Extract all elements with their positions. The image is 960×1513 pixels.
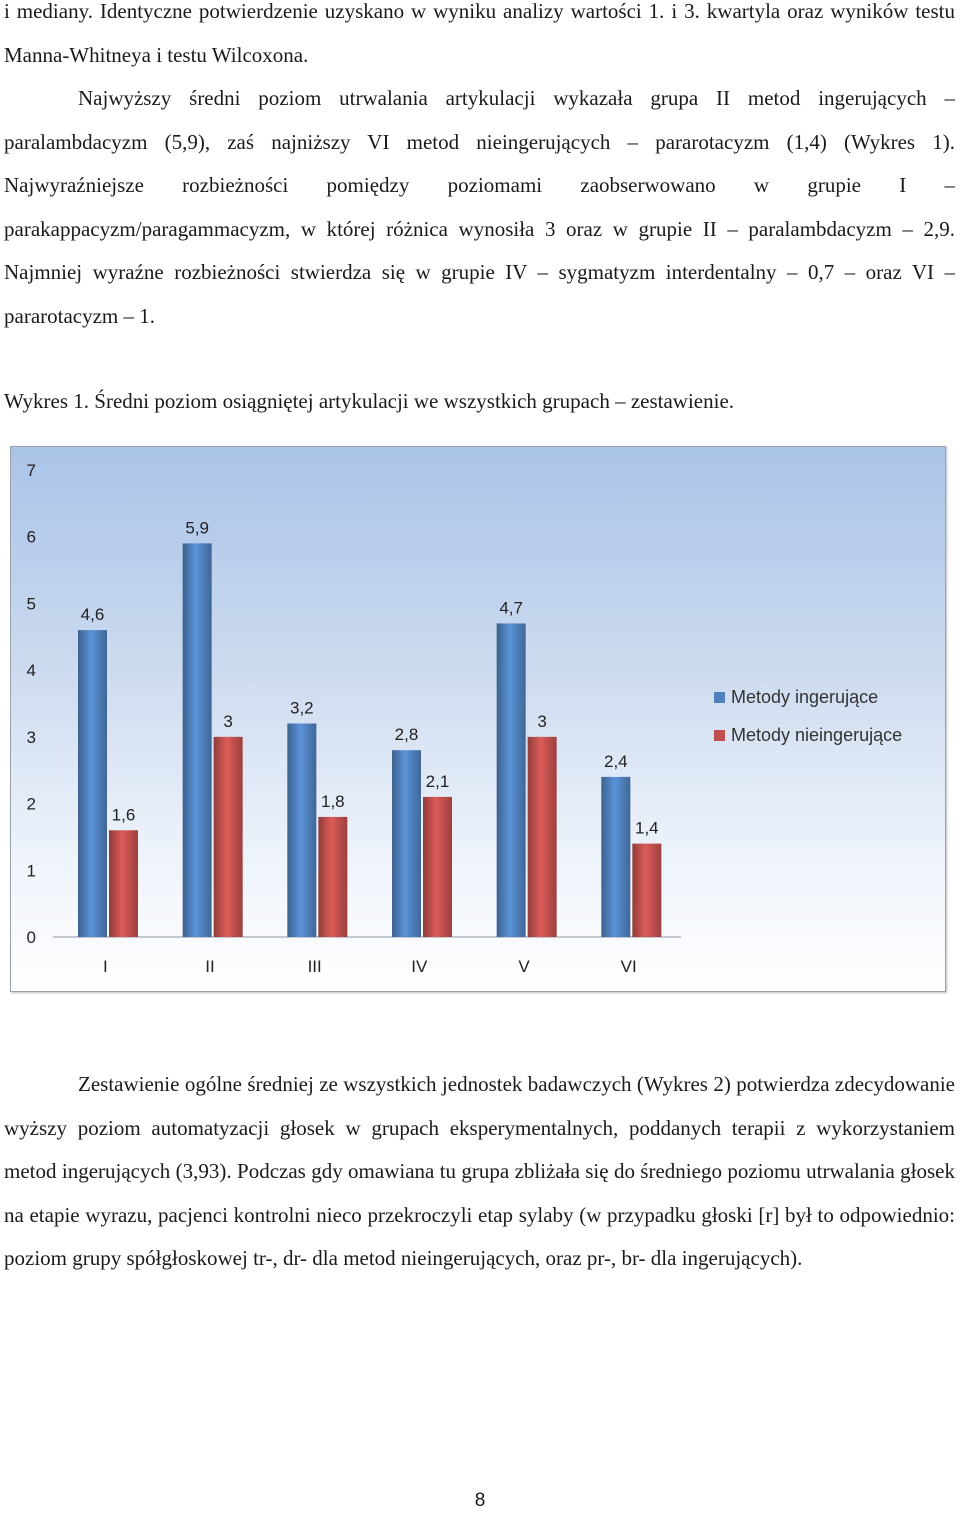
bar (527, 736, 557, 937)
x-tick-label: V (518, 957, 530, 976)
body-paragraph: Zestawienie ogólne średniej ze wszystkic… (4, 1063, 955, 1281)
data-label: 1,8 (321, 792, 345, 811)
data-label: 4,6 (81, 605, 105, 624)
page-number: 8 (474, 1490, 486, 1511)
data-label: 2,8 (395, 725, 419, 744)
body-paragraph: i mediany. Identyczne potwierdzenie uzys… (4, 0, 955, 338)
bar (182, 543, 212, 937)
bar (392, 750, 421, 937)
bar (287, 723, 317, 937)
chart-caption: Wykres 1. Średni poziom osiągniętej arty… (4, 389, 735, 413)
bar (601, 776, 631, 937)
y-tick-label: 1 (27, 861, 36, 880)
y-tick-label: 5 (27, 594, 36, 613)
data-label: 4,7 (499, 598, 523, 617)
bar (496, 623, 526, 937)
y-tick-label: 7 (27, 461, 36, 480)
legend-swatch (714, 730, 725, 741)
y-tick-label: 3 (27, 728, 36, 747)
legend-swatch (714, 692, 725, 703)
y-tick-label: 0 (27, 928, 36, 947)
bar (109, 830, 138, 937)
data-label: 1,6 (112, 805, 136, 824)
paragraph-text: Najwyższy średni poziom utrwalania artyk… (4, 86, 955, 328)
x-tick-label: II (205, 957, 214, 976)
bar (632, 843, 662, 937)
x-tick-label: VI (621, 957, 637, 976)
data-label: 2,1 (426, 772, 450, 791)
data-label: 3 (223, 712, 232, 731)
legend-label: Metody nieingerujące (731, 725, 902, 745)
x-tick-label: IV (411, 957, 428, 976)
bar (318, 816, 348, 937)
legend-label: Metody ingerujące (731, 687, 878, 707)
bar (423, 796, 452, 937)
paragraph-text: i mediany. Identyczne potwierdzenie uzys… (4, 0, 955, 67)
x-tick-label: III (308, 957, 322, 976)
x-tick-label: I (103, 957, 108, 976)
paragraph-text: Zestawienie ogólne średniej ze wszystkic… (4, 1072, 955, 1270)
bar (213, 736, 243, 937)
y-tick-label: 6 (27, 528, 36, 547)
bar (78, 630, 107, 937)
bar-chart: 0 1 2 3 4 5 6 7 I II III IV V VI 4,6 5,9 3,2 2,8 4,7 2,4 1,… (10, 446, 946, 992)
y-tick-label: 4 (27, 661, 36, 680)
data-label: 5,9 (185, 518, 209, 537)
data-label: 1,4 (635, 819, 659, 838)
y-tick-label: 2 (27, 795, 36, 814)
data-label: 2,4 (604, 752, 628, 771)
data-label: 3,2 (290, 699, 314, 718)
data-label: 3 (537, 712, 546, 731)
